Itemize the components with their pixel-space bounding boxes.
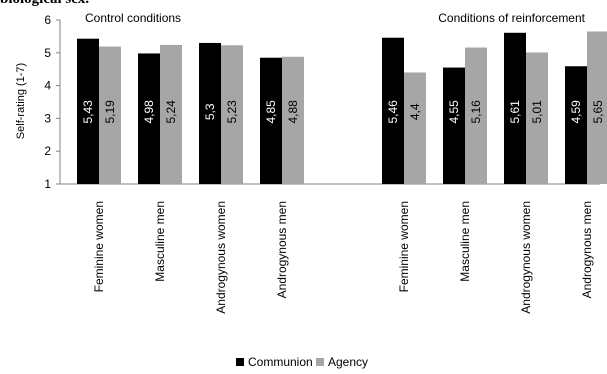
group-labels: Control conditions Conditions of reinforc… <box>85 11 586 25</box>
bar-value-label: 4,98 <box>142 100 156 124</box>
bar-value-label: 5,3 <box>203 103 217 120</box>
bar-value-label: 5,65 <box>591 100 605 124</box>
agency-bar <box>526 52 548 184</box>
bar-value-label: 5,24 <box>164 100 178 124</box>
legend: Communion Agency <box>236 355 368 369</box>
bar-value-label: 4,88 <box>286 100 300 124</box>
bar-value-label: 5,01 <box>530 100 544 124</box>
bar-value-label: 4,85 <box>264 100 278 124</box>
bars <box>77 31 607 185</box>
category-label: Feminine women <box>397 201 411 292</box>
communion-bar <box>138 53 160 185</box>
category-label: Masculine men <box>458 201 472 282</box>
legend-label-communion: Communion <box>248 355 313 369</box>
bar-value-label: 5,16 <box>469 100 483 124</box>
category-label: Feminine women <box>92 201 106 292</box>
y-tick-label: 4 <box>44 79 51 93</box>
category-label: Androgynous men <box>275 201 289 298</box>
category-label: Androgynous women <box>519 201 533 314</box>
figure-title-fragment: biological sex. <box>0 0 89 8</box>
communion-bar <box>260 57 282 184</box>
category-label: Androgynous women <box>214 201 228 314</box>
category-labels: Feminine women Masculine men Androgynous w… <box>92 201 594 314</box>
agency-bar <box>221 45 243 185</box>
bar-value-label: 5,43 <box>81 100 95 124</box>
category-label: Androgynous men <box>580 201 594 298</box>
y-tick-label: 1 <box>44 177 51 191</box>
bar-value-label: 4,55 <box>447 100 461 124</box>
communion-bar <box>382 37 404 184</box>
legend-label-agency: Agency <box>328 355 368 369</box>
agency-bar <box>160 44 182 184</box>
y-tick-label: 3 <box>44 111 51 125</box>
communion-bar <box>504 32 526 185</box>
bar-value-label: 5,46 <box>386 100 400 124</box>
legend-swatch-communion <box>236 358 244 366</box>
bar-value-label: 5,19 <box>103 100 117 124</box>
bar-value-label: 5,23 <box>225 100 239 124</box>
category-label: Masculine men <box>153 201 167 282</box>
communion-bar <box>443 67 465 184</box>
bar-value-label: 4,4 <box>408 103 422 120</box>
agency-bar <box>282 56 304 184</box>
data-labels: 5,43 5,19 4,98 5,24 5,3 5,23 4,85 4,88 5,46 4,4 4,… <box>81 100 605 124</box>
agency-bar <box>465 47 487 184</box>
communion-bar <box>199 42 221 185</box>
group-label: Control conditions <box>85 11 181 25</box>
communion-bar <box>77 38 99 184</box>
y-tick-label: 5 <box>44 46 51 60</box>
agency-bar <box>99 46 121 185</box>
legend-swatch-agency <box>316 358 324 366</box>
y-tick-label: 2 <box>44 144 51 158</box>
agency-bar <box>587 31 607 185</box>
y-tick-label: 6 <box>44 13 51 27</box>
communion-bar <box>565 66 587 184</box>
agency-bar <box>404 72 426 184</box>
group-label: Conditions of reinforcement <box>438 11 585 25</box>
bar-value-label: 4,59 <box>569 100 583 124</box>
bar-value-label: 5,61 <box>508 100 522 124</box>
y-axis-label: Self-rating (1-7) <box>15 63 27 139</box>
